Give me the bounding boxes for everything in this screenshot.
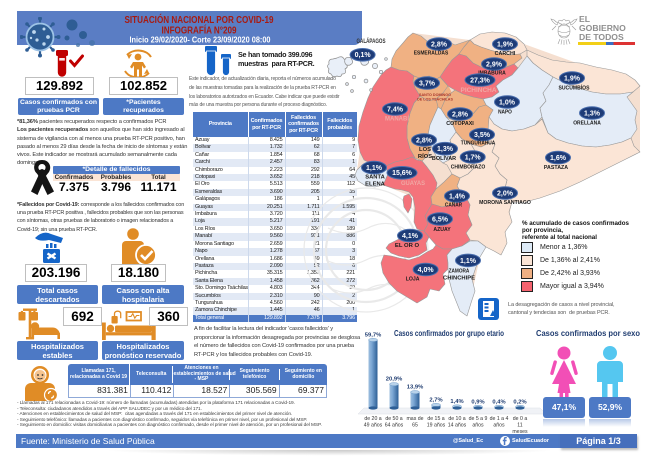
svg-text:0,4%: 0,4% [492,399,505,405]
svg-text:0,1%: 0,1% [355,52,372,59]
svg-text:ZAMORA: ZAMORA [449,269,470,275]
svg-text:4,0%: 4,0% [418,267,435,274]
svg-text:59,7%: 59,7% [365,332,381,338]
svg-text:de 1 a 4: de 1 a 4 [490,416,509,422]
svg-text:7,4%: 7,4% [387,106,404,113]
svg-text:DE LOS TSÁCHILAS: DE LOS TSÁCHILAS [417,97,453,102]
svg-text:MORONA SANTIAGO: MORONA SANTIAGO [479,200,531,206]
svg-text:BOLÍVAR: BOLÍVAR [432,154,457,162]
svg-text:0,2%: 0,2% [513,399,526,405]
svg-text:14 años: 14 años [448,423,467,429]
svg-text:1,4%: 1,4% [449,193,466,200]
svg-text:20,9%: 20,9% [386,377,402,383]
svg-text:2,7%: 2,7% [429,397,442,403]
svg-text:Casos confirmados por sexo: Casos confirmados por sexo [536,328,640,338]
svg-text:2,8%: 2,8% [452,111,469,118]
svg-text:PICHINCHA: PICHINCHA [461,87,497,94]
svg-text:64 años: 64 años [385,423,404,429]
svg-text:GALÁPAGOS: GALÁPAGOS [357,38,386,45]
svg-text:0,9%: 0,9% [471,399,484,405]
svg-text:de 50 a: de 50 a [385,416,402,422]
svg-text:EL OR O: EL OR O [395,243,420,249]
svg-text:49 años: 49 años [364,423,383,429]
svg-text:CARCHI: CARCHI [495,51,516,57]
svg-text:19 años: 19 años [427,423,446,429]
svg-text:LOS: LOS [419,147,431,153]
svg-text:1,6%: 1,6% [550,155,567,162]
svg-text:meses: meses [512,429,528,435]
svg-text:CHIMBORAZO: CHIMBORAZO [451,165,486,171]
svg-text:años: años [472,423,484,429]
svg-text:COTOPAXI: COTOPAXI [446,121,474,127]
svg-text:de 10 a: de 10 a [448,416,465,422]
svg-text:IMBABURA: IMBABURA [478,71,506,77]
svg-text:13,9%: 13,9% [407,385,423,391]
svg-text:RÍOS: RÍOS [418,152,432,160]
svg-text:1,4%: 1,4% [450,399,463,405]
svg-text:Casos confirmados por grupo et: Casos confirmados por grupo etario [394,328,504,338]
svg-text:MANABÍ: MANABÍ [385,114,409,123]
svg-text:1,3%: 1,3% [584,110,601,117]
svg-text:1,1%: 1,1% [366,165,383,172]
svg-text:1,9%: 1,9% [497,41,514,48]
svg-text:2,9%: 2,9% [486,61,503,68]
svg-text:SANTA: SANTA [365,175,385,181]
svg-text:1,7%: 1,7% [465,154,482,161]
svg-text:SANTO DOMINGO: SANTO DOMINGO [419,93,451,97]
svg-text:1,3%: 1,3% [437,146,454,153]
svg-text:ORELLANA: ORELLANA [573,121,601,127]
svg-text:27,3%: 27,3% [470,77,491,84]
svg-text:6,5%: 6,5% [432,216,449,223]
svg-text:CHINCHIPE: CHINCHIPE [443,276,475,282]
svg-text:SUCUMBÍOS: SUCUMBÍOS [558,84,589,92]
svg-text:1,0%: 1,0% [499,99,516,106]
svg-text:de 0 a: de 0 a [513,416,528,422]
svg-text:4,1%: 4,1% [402,233,419,240]
svg-text:TUNGURAHUA: TUNGURAHUA [461,141,496,147]
svg-text:mas de: mas de [406,416,423,422]
svg-text:65: 65 [412,423,418,429]
svg-text:1,1%: 1,1% [460,258,477,265]
svg-text:LOJA: LOJA [406,277,421,283]
svg-text:PASTAZA: PASTAZA [544,165,569,171]
svg-text:SITUACIÓN NACIONAL POR COVID-: SITUACIÓN NACIONAL POR COVID-19 [125,13,274,26]
svg-text:de 5 a 9: de 5 a 9 [469,416,488,422]
svg-text:3,7%: 3,7% [419,80,436,87]
svg-text:años: años [493,423,505,429]
svg-text:1,9%: 1,9% [564,75,581,82]
svg-text:ESMERALDAS: ESMERALDAS [414,51,449,57]
svg-text:ELENA: ELENA [365,182,385,188]
svg-text:2,8%: 2,8% [416,137,433,144]
svg-text:AZUAY: AZUAY [433,227,450,233]
svg-text:15,6%: 15,6% [392,170,413,177]
svg-text:NAPO: NAPO [498,110,512,116]
svg-text:CAÑAR: CAÑAR [445,202,463,209]
svg-text:2,8%: 2,8% [431,41,448,48]
svg-text:11: 11 [517,423,522,429]
svg-text:de 20 a: de 20 a [364,416,381,422]
svg-text:Inicio 29/02/2020- Corte 23/09: Inicio 29/02/2020- Corte 23/09/2020 08:0… [130,36,272,45]
svg-text:GUAYAS: GUAYAS [401,180,426,187]
svg-text:INFOGRAFÍA N°209: INFOGRAFÍA N°209 [162,24,237,37]
svg-text:3,5%: 3,5% [474,132,491,139]
svg-text:2,0%: 2,0% [497,190,514,197]
svg-text:de 15 a: de 15 a [427,416,444,422]
